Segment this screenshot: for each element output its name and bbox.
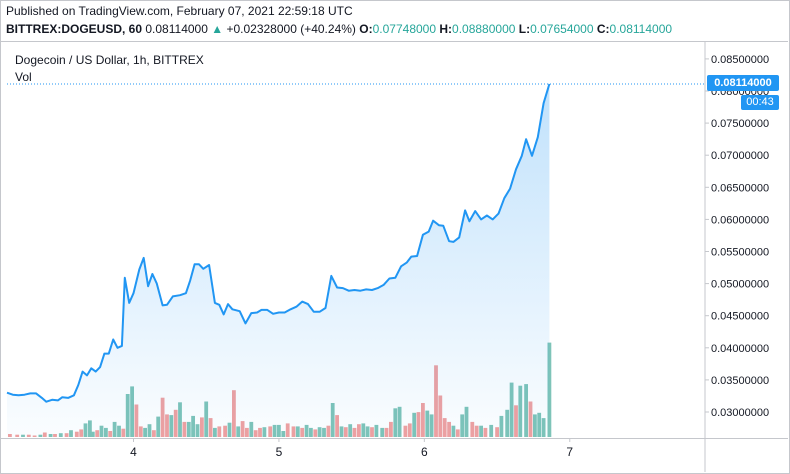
y-tick-label: 0.04500000: [711, 311, 769, 323]
published-line: Published on TradingView.com, February 0…: [6, 4, 353, 18]
last-price: 0.08114000: [145, 22, 208, 36]
header-separator: [0, 41, 788, 42]
change-value: +0.02328000 (+40.24%): [226, 22, 356, 36]
x-tick-label: 4: [130, 445, 137, 459]
chart-legend-title: Dogecoin / US Dollar, 1h, BITTREX: [15, 53, 204, 67]
open-value: 0.07748000: [372, 22, 437, 36]
y-tick-label: 0.03500000: [711, 375, 769, 387]
x-tick-label: 7: [566, 445, 573, 459]
y-tick-label: 0.08500000: [711, 54, 769, 66]
low-value: 0.07654000: [530, 22, 594, 36]
y-tick-label: 0.05000000: [711, 279, 769, 291]
y-tick-label: 0.07000000: [711, 150, 769, 162]
y-tick-label: 0.07500000: [711, 118, 769, 130]
high-value: 0.08880000: [452, 22, 516, 36]
y-tick-label: 0.05500000: [711, 247, 769, 259]
change-arrow-icon: ▲: [211, 22, 224, 36]
y-tick-label: 0.06000000: [711, 214, 769, 226]
close-value: 0.08114000: [609, 22, 673, 36]
y-tick-label: 0.03000000: [711, 407, 769, 419]
x-tick-label: 5: [276, 445, 283, 459]
x-tick-label: 6: [421, 445, 428, 459]
low-label: L:: [518, 22, 531, 36]
high-label: H:: [439, 22, 453, 36]
y-tick-label: 0.06500000: [711, 182, 769, 194]
ohlc-line: BITTREX:DOGEUSD, 60 0.08114000 ▲ +0.0232…: [6, 22, 672, 36]
countdown-tag: 00:43: [741, 95, 779, 110]
volume-legend: Vol: [15, 70, 32, 84]
price-line: [6, 83, 551, 403]
close-label: C:: [596, 22, 610, 36]
current-price-tag: 0.08114000: [707, 75, 779, 91]
open-label: O:: [359, 22, 373, 36]
y-tick-label: 0.04000000: [711, 343, 769, 355]
price-area: [7, 83, 550, 438]
symbol-label: BITTREX:DOGEUSD, 60: [6, 22, 143, 36]
